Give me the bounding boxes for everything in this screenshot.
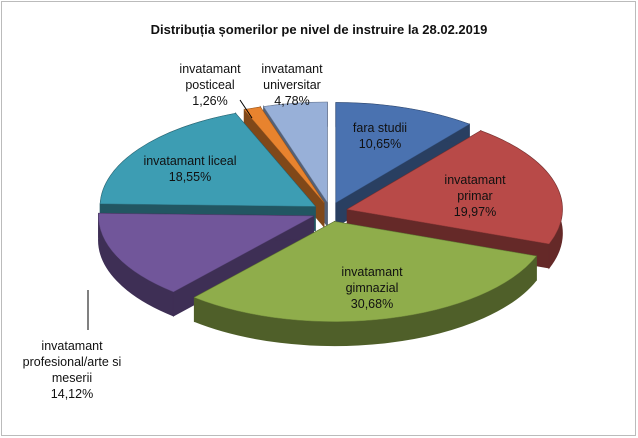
data-label: invatamant primar 19,97% xyxy=(430,172,520,220)
value-label: 18,55% xyxy=(168,170,212,184)
value-label: 10,65% xyxy=(358,137,402,151)
value-label: 19,97% xyxy=(453,205,497,219)
category-label: invatamant gimnazial xyxy=(341,265,403,295)
category-label: invatamant posticeal xyxy=(179,62,241,92)
slice xyxy=(263,101,328,204)
data-label: invatamant gimnazial 30,68% xyxy=(317,264,427,312)
data-label: invatamant profesional/arte si meserii 14… xyxy=(2,338,142,402)
category-label: invatamant profesional/arte si meserii xyxy=(22,339,122,385)
data-label: invatamant universitar 4,78% xyxy=(252,61,332,109)
slice-group xyxy=(193,220,537,347)
data-label: invatamant liceal 18,55% xyxy=(115,153,265,185)
value-label: 1,26% xyxy=(192,94,228,108)
slice xyxy=(335,102,470,204)
slice xyxy=(98,213,315,293)
value-label: 4,78% xyxy=(274,94,310,108)
value-label: 30,68% xyxy=(350,297,394,311)
slice xyxy=(346,130,563,245)
chart-title: Distribuția șomerilor pe nivel de instru… xyxy=(150,22,488,37)
data-label: invatamant posticeal 1,26% xyxy=(165,61,255,109)
category-label: invatamant liceal xyxy=(143,154,237,168)
slice xyxy=(100,113,316,207)
category-label: invatamant universitar xyxy=(261,62,323,92)
category-label: invatamant primar xyxy=(444,173,506,203)
slice xyxy=(193,221,537,322)
value-label: 14,12% xyxy=(50,387,94,401)
category-label: fara studii xyxy=(352,121,408,135)
leader-line xyxy=(239,99,253,119)
slice xyxy=(243,106,325,203)
data-label: fara studii 10,65% xyxy=(340,120,420,152)
